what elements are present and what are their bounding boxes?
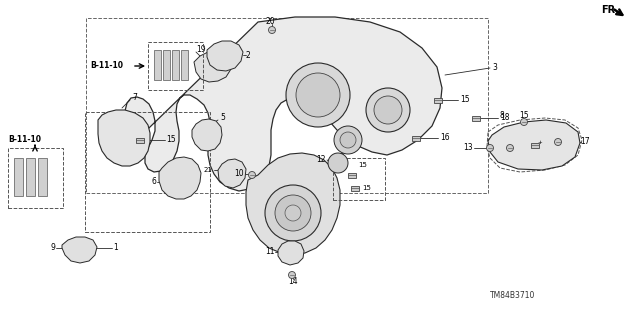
Text: TM84B3710: TM84B3710 [490, 291, 536, 300]
Bar [136, 137, 144, 143]
Text: 1: 1 [113, 243, 118, 253]
Text: 12: 12 [317, 155, 326, 165]
Bar [154, 50, 161, 80]
Bar [163, 50, 170, 80]
Text: 15: 15 [460, 94, 470, 103]
Polygon shape [62, 237, 97, 263]
Text: 14: 14 [288, 278, 298, 286]
Text: 15: 15 [519, 110, 529, 120]
Text: 17: 17 [580, 137, 589, 146]
Circle shape [520, 118, 527, 125]
Text: 19: 19 [196, 46, 205, 55]
Bar [181, 50, 188, 80]
Polygon shape [488, 120, 580, 170]
Text: 22: 22 [335, 153, 344, 162]
Bar [26, 158, 35, 196]
Circle shape [374, 96, 402, 124]
Bar [86, 18, 488, 193]
Circle shape [265, 185, 321, 241]
Circle shape [296, 73, 340, 117]
Circle shape [366, 88, 410, 132]
Text: 6: 6 [151, 177, 156, 187]
Bar [38, 158, 47, 196]
Circle shape [486, 145, 493, 152]
Text: 9: 9 [50, 243, 55, 253]
Polygon shape [98, 110, 150, 166]
Text: 5: 5 [220, 114, 225, 122]
Circle shape [269, 26, 275, 33]
Text: 21: 21 [203, 167, 212, 173]
Text: 18: 18 [500, 113, 509, 122]
Circle shape [248, 172, 255, 179]
Text: 10: 10 [234, 169, 244, 179]
Bar [172, 50, 179, 80]
Text: B-11-10: B-11-10 [8, 136, 41, 145]
Text: 15: 15 [362, 185, 371, 191]
Text: 16: 16 [440, 132, 450, 142]
Circle shape [328, 153, 348, 173]
Circle shape [554, 138, 561, 145]
Text: 11: 11 [266, 248, 275, 256]
Circle shape [334, 126, 362, 154]
Polygon shape [192, 119, 222, 151]
Text: +: + [538, 140, 542, 145]
Text: 13: 13 [463, 144, 473, 152]
Text: 15: 15 [358, 162, 367, 168]
Bar [434, 98, 442, 102]
Text: 2: 2 [245, 50, 250, 60]
Bar [333, 158, 385, 200]
Text: 20: 20 [265, 18, 275, 26]
Polygon shape [246, 153, 340, 255]
Bar [412, 136, 420, 140]
Text: B-11-10: B-11-10 [90, 62, 123, 70]
Bar [8, 148, 63, 208]
Bar [85, 112, 210, 232]
Circle shape [506, 145, 513, 152]
Polygon shape [278, 241, 304, 265]
Text: 3: 3 [492, 63, 497, 71]
Polygon shape [159, 157, 201, 199]
Polygon shape [194, 51, 231, 82]
Polygon shape [218, 159, 246, 188]
Bar [472, 115, 480, 121]
Polygon shape [207, 41, 243, 71]
Text: 15: 15 [166, 136, 175, 145]
Bar [148, 42, 203, 90]
Circle shape [286, 63, 350, 127]
Text: 7: 7 [132, 93, 137, 102]
Circle shape [289, 271, 296, 278]
Text: 8: 8 [500, 110, 505, 120]
Circle shape [340, 132, 356, 148]
Bar [14, 158, 23, 196]
Text: FR.: FR. [601, 5, 619, 15]
Bar [531, 143, 539, 147]
Polygon shape [115, 17, 442, 191]
Circle shape [285, 205, 301, 221]
Bar [351, 186, 359, 190]
Circle shape [275, 195, 311, 231]
Bar [348, 173, 356, 177]
